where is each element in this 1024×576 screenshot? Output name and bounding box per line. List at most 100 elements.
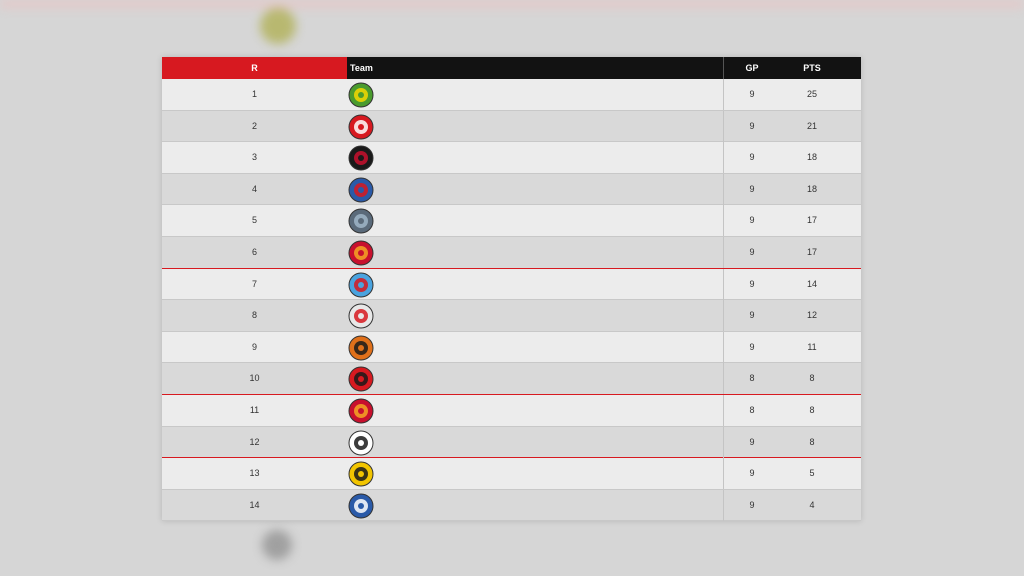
red-lion-logo-icon <box>348 114 374 140</box>
rank-cell: 14 <box>249 499 260 510</box>
grey-eagle-logo-icon <box>348 208 374 234</box>
rank-cell: 9 <box>251 341 257 352</box>
column-divider <box>723 236 724 268</box>
table-row[interactable]: 12 9 8 <box>162 426 861 459</box>
team-cell[interactable] <box>348 332 723 363</box>
pts-cell: 17 <box>806 215 817 226</box>
rank-cell: 6 <box>251 246 257 257</box>
team-cell[interactable] <box>348 427 723 458</box>
gp-cell: 9 <box>749 120 755 131</box>
team-cell[interactable] <box>348 79 723 110</box>
team-cell[interactable] <box>348 300 723 331</box>
rank-cell: 11 <box>249 404 260 415</box>
column-divider <box>723 331 724 363</box>
rank-cell: 7 <box>251 278 257 289</box>
column-divider <box>723 268 724 300</box>
header-rank[interactable]: R <box>162 57 347 79</box>
table-row[interactable]: 4 9 18 <box>162 173 861 206</box>
column-divider <box>723 300 724 332</box>
column-divider <box>723 458 724 490</box>
header-divider <box>723 57 724 79</box>
team-cell[interactable] <box>348 205 723 236</box>
team-cell[interactable] <box>348 269 723 300</box>
team-cell[interactable] <box>348 363 723 394</box>
team-cell[interactable] <box>348 490 723 521</box>
team-cell[interactable] <box>348 111 723 142</box>
table-row[interactable]: 13 9 5 <box>162 458 861 490</box>
table-header: R Team GP PTS <box>162 57 861 79</box>
pts-cell: 8 <box>809 436 815 447</box>
table-row[interactable]: 6 9 17 <box>162 236 861 269</box>
gp-cell: 9 <box>749 341 755 352</box>
header-pts[interactable]: PTS <box>803 63 821 73</box>
column-divider <box>723 426 724 458</box>
rank-cell: 10 <box>249 373 260 384</box>
cross-wings-logo-icon <box>348 303 374 329</box>
rank-cell: 1 <box>251 89 257 99</box>
gp-cell: 9 <box>749 215 755 226</box>
column-divider <box>723 110 724 142</box>
team-cell[interactable] <box>348 237 723 268</box>
pts-cell: 17 <box>806 246 817 257</box>
header-team[interactable]: Team <box>350 63 373 73</box>
lion-blue-logo-icon <box>348 272 374 298</box>
table-row[interactable]: 1 9 25 <box>162 79 861 111</box>
rank-cell: 13 <box>249 468 260 479</box>
red-circle-logo-icon <box>348 240 374 266</box>
white-circle-logo-icon <box>348 430 374 456</box>
gp-cell: 9 <box>749 278 755 289</box>
column-divider <box>723 394 724 426</box>
pts-cell: 5 <box>809 468 815 479</box>
table-row[interactable]: 7 9 14 <box>162 268 861 301</box>
table-body: 1 9 25 2 9 21 3 9 18 4 9 18 5 9 17 6 9 17 7 9 14 8 9 12 9 9 11 10 8 8… <box>162 79 861 522</box>
blue-oval-logo-icon <box>348 493 374 519</box>
column-divider <box>723 173 724 205</box>
header-gp[interactable]: GP <box>745 63 759 73</box>
tiger-logo-icon <box>348 335 374 361</box>
team-cell[interactable] <box>348 142 723 173</box>
gp-cell: 9 <box>749 310 755 321</box>
gp-cell: 8 <box>749 373 755 384</box>
team-cell[interactable] <box>348 395 723 426</box>
column-divider <box>723 363 724 395</box>
column-divider <box>723 142 724 174</box>
flame-logo-icon <box>348 398 374 424</box>
pts-cell: 18 <box>806 152 817 163</box>
pts-cell: 21 <box>806 120 817 131</box>
pts-cell: 14 <box>806 278 817 289</box>
black-bird-logo-icon <box>348 366 374 392</box>
table-row[interactable]: 5 9 17 <box>162 205 861 237</box>
table-row[interactable]: 2 9 21 <box>162 110 861 143</box>
column-divider <box>723 489 724 521</box>
team-cell[interactable] <box>348 458 723 489</box>
gp-cell: 8 <box>749 404 755 415</box>
gp-cell: 9 <box>749 89 755 99</box>
rank-cell: 4 <box>251 183 257 194</box>
pts-cell: 18 <box>806 183 817 194</box>
gp-cell: 9 <box>749 499 755 510</box>
team-cell[interactable] <box>348 174 723 205</box>
background-top-bar <box>0 0 1024 8</box>
pts-cell: 11 <box>807 341 817 352</box>
pts-cell: 25 <box>806 89 817 99</box>
yellow-shield-logo-icon <box>348 461 374 487</box>
pts-cell: 8 <box>809 404 815 415</box>
table-row[interactable]: 9 9 11 <box>162 331 861 364</box>
column-divider <box>723 205 724 237</box>
table-row[interactable]: 10 8 8 <box>162 363 861 395</box>
rank-cell: 8 <box>251 310 257 321</box>
gp-cell: 9 <box>749 152 755 163</box>
table-row[interactable]: 3 9 18 <box>162 142 861 174</box>
rank-cell: 12 <box>249 436 260 447</box>
standings-table: R Team GP PTS 1 9 25 2 9 21 3 9 18 4 9 18 5 9 17 6 9 17 7 9… <box>162 57 861 522</box>
background-logo-icon-bottom <box>262 530 292 560</box>
table-row[interactable]: 8 9 12 <box>162 300 861 332</box>
pts-cell: 4 <box>809 499 815 510</box>
rank-cell: 3 <box>251 152 257 163</box>
rank-cell: 5 <box>251 215 257 226</box>
column-divider <box>723 79 724 110</box>
gp-cell: 9 <box>749 468 755 479</box>
table-row[interactable]: 14 9 4 <box>162 489 861 522</box>
table-row[interactable]: 11 8 8 <box>162 394 861 427</box>
